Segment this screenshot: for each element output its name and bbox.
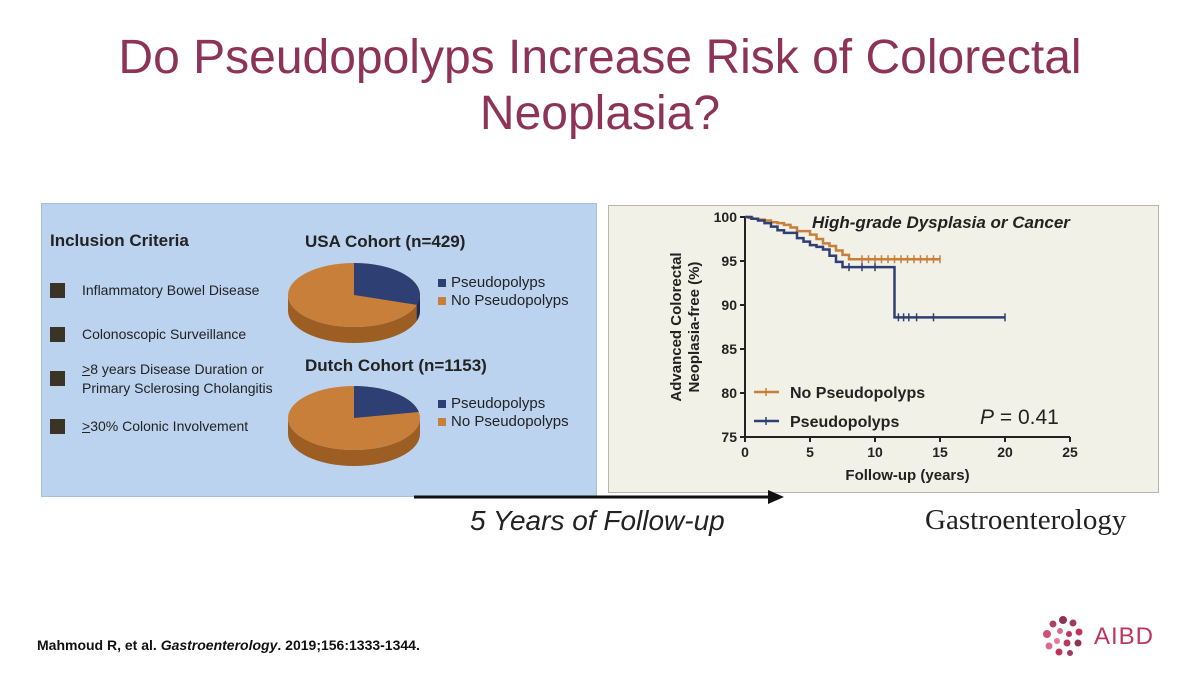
- y-axis-label-line2: Neoplasia-free (%): [686, 262, 703, 393]
- slide-title: Do Pseudopolyps Increase Risk of Colorec…: [118, 31, 1082, 140]
- inclusion-cohort-panel: Inclusion Criteria Inflammatory Bowel Di…: [41, 203, 597, 497]
- usa-cohort-pie: [288, 263, 420, 343]
- criterion-text: Colonoscopic Surveillance: [82, 326, 247, 342]
- criterion-prefix: >: [82, 361, 91, 377]
- criterion-text: Inflammatory Bowel Disease: [82, 282, 260, 298]
- journal-name: Gastroenterology: [925, 504, 1127, 536]
- usa-cohort-title: USA Cohort (n=429): [305, 232, 466, 251]
- aibd-logo: AIBD: [1040, 614, 1154, 660]
- x-tick-label: 25: [1062, 444, 1078, 460]
- usa-pie-legend: Pseudopolyps No Pseudopolyps: [438, 274, 569, 310]
- y-tick-label: 85: [721, 341, 737, 357]
- follow-up-arrow-icon: [414, 490, 784, 504]
- y-tick-label: 75: [721, 429, 737, 445]
- criterion-item: >30% Colonic Involvement: [50, 417, 248, 436]
- y-tick-label: 90: [721, 297, 737, 313]
- criterion-text: 30% Colonic Involvement: [90, 418, 249, 434]
- pie-slice-pseudopolyps: [354, 386, 419, 418]
- x-tick-label: 5: [806, 444, 814, 460]
- y-axis-label: Advanced Colorectal: [668, 252, 685, 401]
- follow-up-label: 5 Years of Follow-up: [470, 505, 725, 536]
- criterion-item: >8 years Disease Duration or Primary Scl…: [50, 360, 273, 398]
- pie-slice-pseudopolyps: [354, 263, 420, 305]
- legend-swatch: [438, 297, 446, 305]
- km-series-pseudopolyps: [745, 215, 1005, 319]
- legend-label: No Pseudopolyps: [790, 385, 925, 402]
- legend-label: No Pseudopolyps: [451, 413, 569, 430]
- citation-journal: Gastroenterology: [160, 637, 278, 653]
- km-chart: 75 80 85 90 95 100 0 5 10 15 20 25 Follow-up (years)…: [668, 209, 1078, 484]
- citation-details: . 2019;156:1333-1344.: [277, 637, 420, 653]
- km-axes: [744, 217, 1070, 438]
- legend-swatch: [438, 279, 446, 287]
- y-tick-label: 80: [721, 385, 737, 401]
- p-value-annotation: P = 0.41: [980, 406, 1059, 429]
- km-chart-panel: 75 80 85 90 95 100 0 5 10 15 20 25 Follow-up (years)…: [608, 205, 1159, 493]
- x-tick-label: 15: [932, 444, 948, 460]
- chart-title: High-grade Dysplasia or Cancer: [812, 213, 1071, 232]
- bullet-square-icon: [50, 371, 65, 386]
- legend-label: Pseudopolyps: [451, 274, 546, 291]
- y-tick-label: 100: [714, 209, 738, 225]
- x-axis-label: Follow-up (years): [845, 467, 969, 484]
- y-tick-label: 95: [721, 253, 737, 269]
- criterion-text: 8 years Disease Duration or: [90, 361, 264, 377]
- pie-side-pseudopolyps: [416, 295, 420, 321]
- legend-label: Pseudopolyps: [790, 414, 899, 431]
- legend-swatch: [438, 418, 446, 426]
- x-tick-label: 20: [997, 444, 1013, 460]
- x-tick-label: 0: [741, 444, 749, 460]
- criterion-text-line2: Primary Sclerosing Cholangitis: [82, 380, 273, 396]
- citation: Mahmoud R, et al. Gastroenterology. 2019…: [37, 637, 420, 653]
- dutch-pie-legend: Pseudopolyps No Pseudopolyps: [438, 395, 569, 431]
- x-tick-label: 10: [867, 444, 883, 460]
- pie-side-wall: [288, 295, 420, 343]
- legend-swatch: [438, 400, 446, 408]
- criterion-item: Inflammatory Bowel Disease: [50, 281, 259, 300]
- bullet-square-icon: [50, 283, 65, 298]
- dutch-cohort-title: Dutch Cohort (n=1153): [305, 356, 487, 375]
- criterion-prefix: >: [82, 418, 91, 434]
- bullet-square-icon: [50, 327, 65, 342]
- legend-label: Pseudopolyps: [451, 395, 546, 412]
- aibd-logo-text: AIBD: [1094, 623, 1155, 650]
- bullet-square-icon: [50, 419, 65, 434]
- dutch-cohort-pie: [288, 386, 420, 466]
- aibd-dots-logo-icon: [1043, 616, 1083, 656]
- citation-authors: Mahmoud R, et al.: [37, 637, 161, 653]
- legend-label: No Pseudopolyps: [451, 292, 569, 309]
- criterion-item: Colonoscopic Surveillance: [50, 325, 246, 344]
- inclusion-heading: Inclusion Criteria: [50, 231, 189, 250]
- pie-side-wall: [288, 418, 420, 466]
